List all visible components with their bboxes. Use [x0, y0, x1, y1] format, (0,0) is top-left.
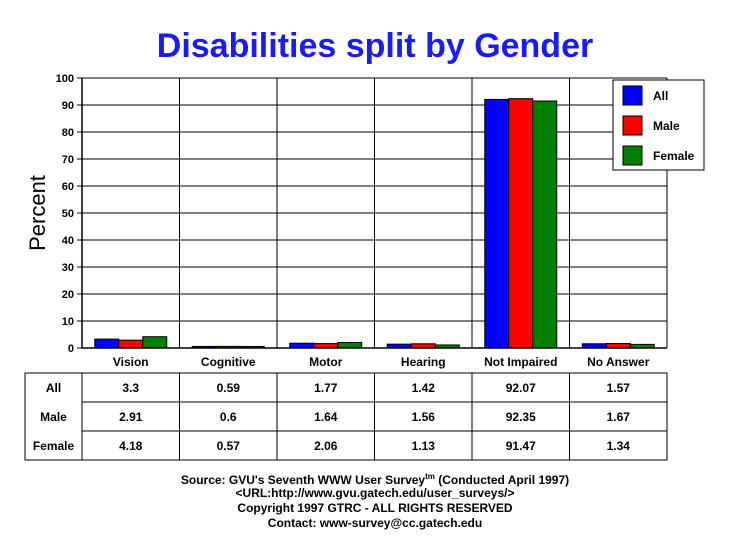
legend-label: Female [653, 149, 695, 163]
footer: Source: GVU's Seventh WWW User Surveytm … [181, 472, 569, 530]
x-tick-label: Cognitive [201, 355, 256, 369]
table-row-label: All [46, 381, 61, 395]
y-tick-label: 0 [68, 343, 74, 355]
bar-female-motor: Female / Motor: 2.06 [337, 341, 363, 349]
y-tick-label: 40 [62, 235, 74, 247]
table-cell: 1.64 [314, 410, 338, 424]
footer-source-prefix: Source: GVU's Seventh WWW User Survey [181, 473, 426, 487]
legend-swatch [622, 145, 643, 166]
table-cell: 2.06 [314, 439, 338, 453]
table-cell: 1.57 [607, 381, 631, 395]
table-cell: 1.42 [412, 381, 436, 395]
table-cell: 4.18 [119, 439, 143, 453]
bar-female-not-impaired: Female / Not Impaired: 91.47 [532, 100, 558, 349]
table-cell: 91.47 [506, 439, 536, 453]
legend-label: All [653, 89, 668, 103]
y-tick-label: 90 [62, 100, 74, 112]
bar-all-not-impaired: All / Not Impaired: 92.07 [484, 98, 510, 349]
bar-all-vision: All / Vision: 3.3 [94, 338, 120, 349]
bars: All / Vision: 3.3Male / Vision: 2.91Fema… [94, 98, 655, 349]
bar-male-not-impaired: Male / Not Impaired: 92.35 [508, 98, 534, 349]
y-tick-label: 60 [62, 181, 74, 193]
y-tick-label: 80 [62, 127, 74, 139]
x-tick-label: Vision [113, 355, 149, 369]
table-row-label: Male [40, 410, 67, 424]
chart-title: Disabilities split by Gender [157, 27, 593, 65]
footer-source-suffix: (Conducted April 1997) [435, 473, 569, 487]
y-tick-label: 20 [62, 289, 74, 301]
bar-male-vision: Male / Vision: 2.91 [118, 339, 144, 349]
y-tick-label: 30 [62, 262, 74, 274]
footer-copyright: Copyright 1997 GTRC - ALL RIGHTS RESERVE… [237, 501, 512, 515]
y-tick-label: 100 [56, 73, 74, 85]
table-cell: 1.56 [412, 410, 436, 424]
table-cell: 0.57 [217, 439, 241, 453]
footer-source-tm: tm [425, 472, 435, 481]
axes [81, 78, 667, 349]
x-tick-label: Hearing [401, 355, 446, 369]
table-cell: 92.35 [506, 410, 536, 424]
legend: All Male Female [612, 79, 705, 171]
footer-contact: Contact: www-survey@cc.gatech.edu [268, 516, 482, 530]
y-tick-label: 70 [62, 154, 74, 166]
y-axis-label: Percent [25, 175, 50, 251]
table-cell: 2.91 [119, 410, 143, 424]
y-tick-label: 10 [62, 316, 74, 328]
data-table: All 3.3 0.59 1.77 1.42 92.07 1.57 Male 2.91 0.6 1.… [24, 372, 668, 461]
table-cell: 1.77 [314, 381, 338, 395]
y-tick-label: 50 [62, 208, 74, 220]
table-cell: 0.59 [217, 381, 241, 395]
legend-swatch [622, 85, 643, 106]
table-cell: 92.07 [506, 381, 536, 395]
footer-source: Source: GVU's Seventh WWW User Surveytm … [181, 472, 569, 487]
table-cell: 1.34 [607, 439, 631, 453]
grid-lines: 0 10 20 30 40 50 60 70 80 90 100 [56, 73, 668, 355]
x-tick-label: Not Impaired [484, 355, 557, 369]
table-cell: 3.3 [122, 381, 139, 395]
table-cell: 1.13 [412, 439, 436, 453]
legend-label: Male [653, 119, 680, 133]
category-labels: Vision Cognitive Motor Hearing Not Impaired N… [113, 355, 650, 369]
x-tick-label: Motor [309, 355, 343, 369]
x-tick-label: No Answer [587, 355, 650, 369]
table-cell: 0.6 [220, 410, 237, 424]
footer-url: <URL:http://www.gvu.gatech.edu/user_surv… [236, 486, 515, 500]
bar-female-vision: Female / Vision: 4.18 [142, 336, 168, 349]
table-row-label: Female [33, 439, 75, 453]
table-cell: 1.67 [607, 410, 631, 424]
legend-swatch [622, 115, 643, 136]
